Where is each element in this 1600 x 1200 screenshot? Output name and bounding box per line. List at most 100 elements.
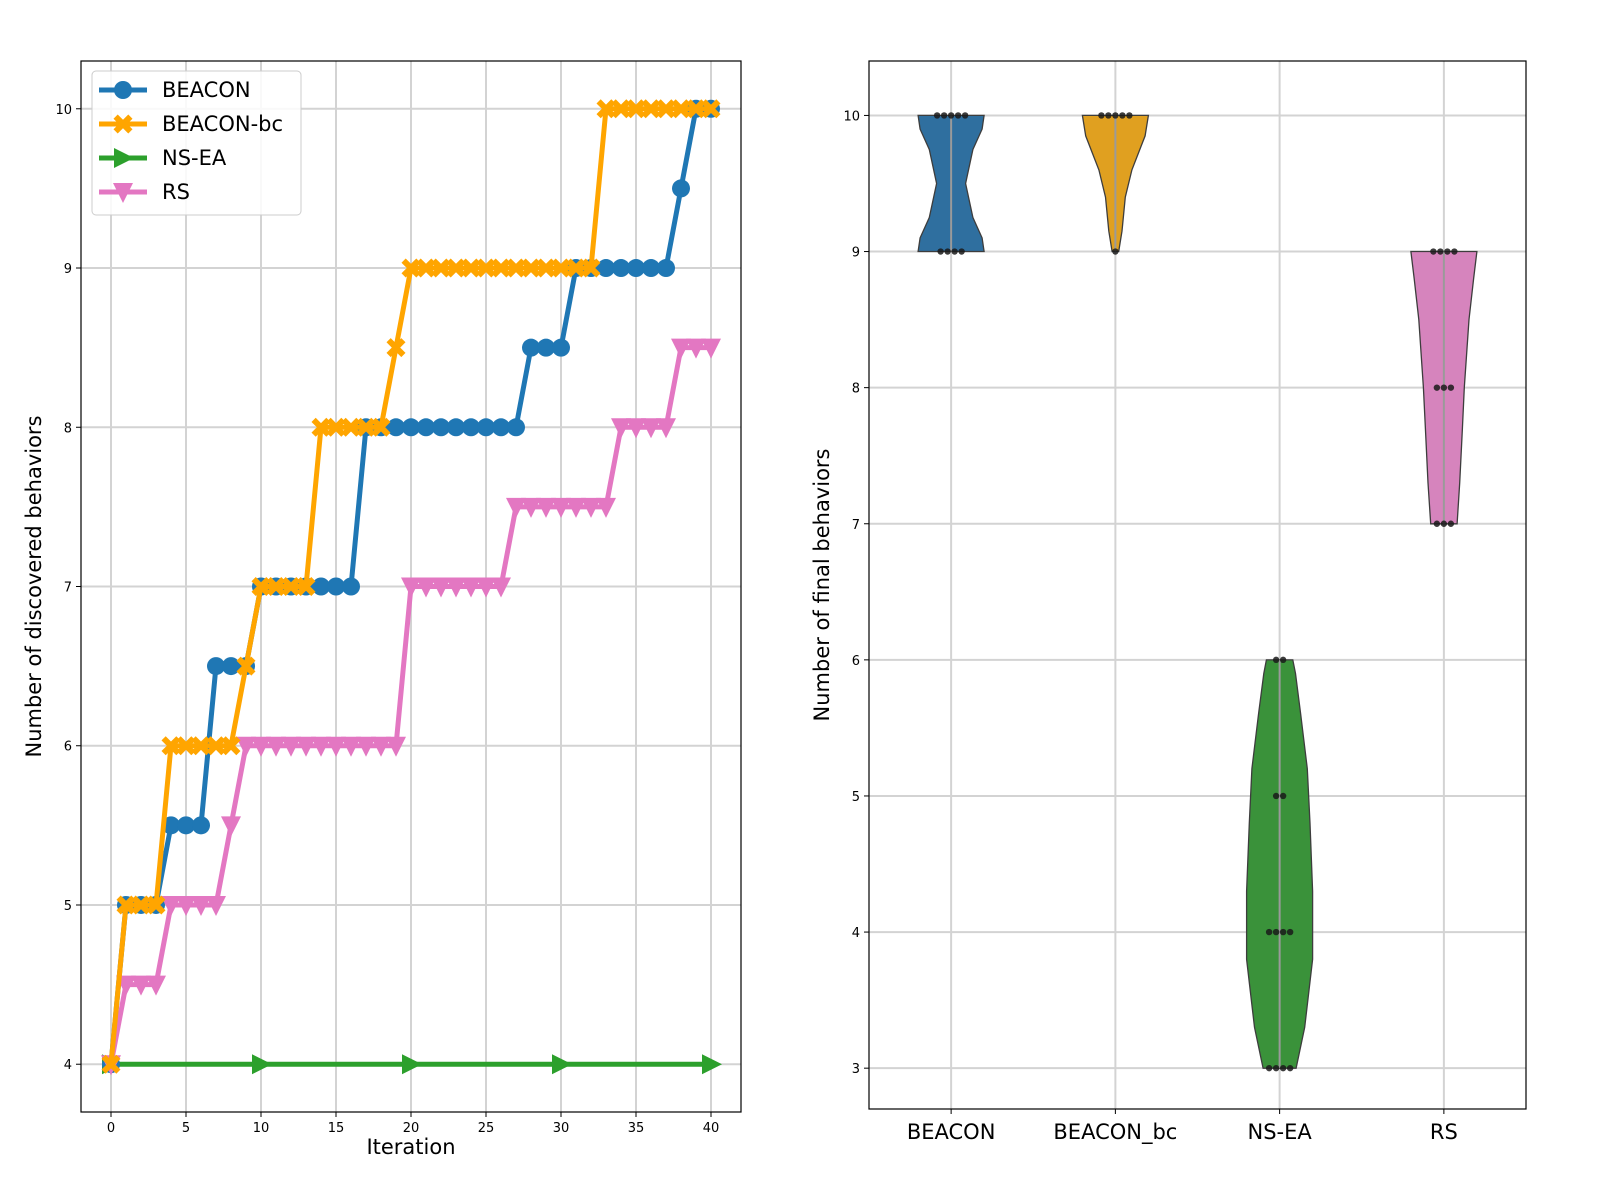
data-point — [402, 1054, 422, 1075]
x-tick-label: 15 — [328, 1121, 345, 1136]
data-point — [431, 577, 451, 598]
data-point — [1433, 520, 1441, 527]
data-point — [1098, 112, 1105, 119]
right-ticks: 3 4 5 6 7 8 9 10 BEACON BEACON_bc NS-EA RS — [843, 109, 1457, 1145]
data-point — [951, 248, 958, 255]
y-tick-label: 6 — [64, 740, 72, 755]
data-point — [536, 258, 556, 278]
data-point — [417, 418, 435, 437]
data-point — [521, 258, 541, 278]
data-point — [371, 736, 391, 757]
x-tick-label: 5 — [182, 1121, 190, 1136]
data-point — [686, 99, 706, 119]
x-tick-label: 0 — [107, 1121, 115, 1136]
legend-label: BEACON-bc — [162, 112, 283, 136]
category-label: NS-EA — [1247, 1120, 1312, 1144]
data-point — [581, 497, 601, 518]
data-point — [940, 112, 948, 119]
data-point — [356, 417, 376, 437]
data-point — [462, 418, 480, 437]
right-y-axis-label: Number of final behaviors — [810, 449, 834, 722]
data-point — [552, 338, 570, 357]
data-point — [296, 577, 316, 596]
data-point — [626, 99, 646, 119]
data-point — [958, 248, 965, 255]
data-point — [1286, 928, 1294, 936]
data-point — [146, 895, 166, 915]
data-point — [1279, 656, 1287, 664]
data-point — [506, 497, 526, 518]
data-point — [1126, 112, 1133, 119]
legend-label: BEACON — [162, 78, 251, 102]
data-point — [656, 418, 676, 439]
data-point — [596, 497, 616, 518]
data-point — [937, 248, 944, 255]
data-point — [701, 338, 721, 359]
data-point — [251, 577, 271, 596]
x-tick-label: 40 — [703, 1121, 720, 1136]
data-point — [657, 259, 675, 278]
data-point — [641, 418, 661, 439]
data-point — [101, 1054, 121, 1074]
data-point — [312, 577, 330, 596]
category-label: BEACON — [907, 1120, 996, 1144]
legend-label: RS — [162, 180, 190, 204]
data-point — [1105, 112, 1112, 119]
x-tick-label: 20 — [403, 1121, 420, 1136]
data-point — [326, 736, 346, 757]
data-point — [447, 418, 465, 437]
data-point — [581, 258, 601, 278]
data-point — [311, 417, 331, 437]
data-point — [933, 112, 941, 119]
data-point — [1451, 248, 1458, 255]
data-point — [492, 418, 510, 437]
data-point — [626, 418, 646, 439]
data-point — [221, 816, 241, 837]
data-point — [327, 577, 345, 596]
legend-label: NS-EA — [162, 146, 227, 170]
data-point — [266, 736, 286, 757]
data-point — [491, 258, 511, 278]
x-tick-label: 30 — [553, 1121, 570, 1136]
data-point — [507, 418, 525, 437]
data-point — [1444, 248, 1451, 255]
violin-ns-ea — [1245, 656, 1314, 1072]
data-point — [461, 258, 481, 278]
data-point — [326, 417, 346, 437]
data-point — [944, 248, 951, 255]
data-point — [1437, 248, 1444, 255]
data-point — [672, 179, 690, 198]
y-tick-label: 8 — [64, 421, 72, 436]
data-point — [387, 418, 405, 437]
data-point — [222, 657, 240, 676]
data-point — [551, 258, 571, 278]
data-point — [416, 577, 436, 598]
data-point — [432, 418, 450, 437]
data-point — [401, 577, 421, 598]
legend-marker — [113, 114, 133, 134]
data-point — [356, 736, 376, 757]
data-point — [1279, 792, 1287, 800]
data-point — [401, 258, 421, 278]
data-point — [947, 112, 955, 119]
legend: BEACON BEACON-bc NS-EA RS — [91, 70, 302, 216]
data-point — [1119, 112, 1126, 119]
data-point — [597, 259, 615, 278]
data-point — [566, 258, 586, 278]
data-point — [116, 895, 136, 915]
data-point — [476, 577, 496, 598]
data-point — [176, 896, 196, 916]
data-point — [176, 736, 196, 756]
y-tick-label: 4 — [852, 926, 860, 941]
data-point — [131, 975, 151, 996]
data-point — [266, 577, 286, 596]
series-beacon-bc — [101, 99, 721, 1074]
data-point — [1430, 248, 1437, 255]
data-point — [1272, 792, 1280, 800]
data-point — [206, 736, 226, 756]
data-point — [611, 418, 631, 439]
data-point — [1112, 112, 1119, 119]
data-point — [446, 577, 466, 598]
data-point — [551, 497, 571, 518]
